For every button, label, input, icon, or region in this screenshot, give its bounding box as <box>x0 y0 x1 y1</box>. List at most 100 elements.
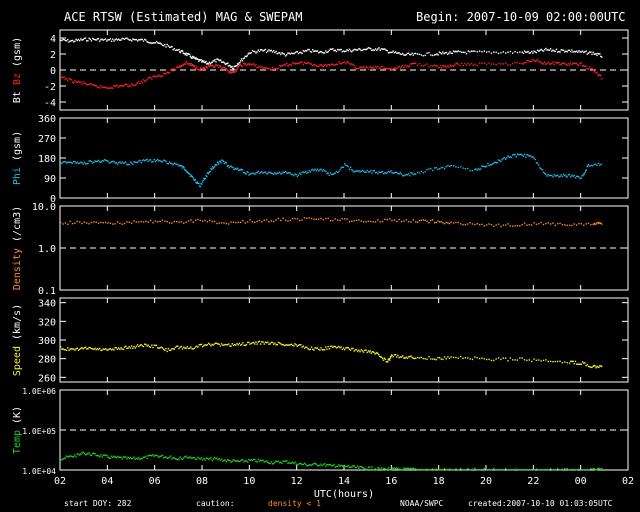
bz-point <box>237 67 239 69</box>
density-point <box>422 219 424 221</box>
phi-point <box>166 162 168 165</box>
bz-point <box>380 65 383 68</box>
bz-point <box>596 71 598 74</box>
bt-point <box>562 49 565 52</box>
temp-point <box>223 459 225 462</box>
speed-point <box>64 349 67 351</box>
bt-point <box>339 49 341 51</box>
bz-point <box>274 67 276 70</box>
speed-point <box>125 345 127 348</box>
density-point <box>384 218 386 221</box>
density-point <box>299 219 301 222</box>
speed-point <box>333 345 335 348</box>
bt-point <box>164 43 166 46</box>
phi-point <box>574 177 577 179</box>
bt-point <box>134 39 136 41</box>
phi-point <box>433 167 436 169</box>
speed-point <box>134 347 136 349</box>
temp-point <box>268 462 270 464</box>
temp-point <box>316 465 319 467</box>
phi-point <box>168 161 171 163</box>
temp-point <box>108 457 110 459</box>
speed-point <box>300 344 302 346</box>
temp-point <box>595 469 597 471</box>
bt-point <box>347 50 349 52</box>
phi-point <box>589 165 591 167</box>
phi-point <box>447 164 449 167</box>
phi-point <box>502 157 504 160</box>
density-point <box>351 220 353 223</box>
bz-point <box>450 65 452 67</box>
phi-point <box>387 170 390 173</box>
bt-point <box>594 53 596 55</box>
bt-point <box>598 53 600 55</box>
bt-point <box>546 49 548 51</box>
bt-point <box>585 50 587 52</box>
density-point <box>97 222 100 225</box>
speed-point <box>190 346 192 348</box>
bz-point <box>565 63 567 66</box>
density-point <box>341 217 344 220</box>
bz-point <box>561 62 564 64</box>
speed-point <box>91 348 94 350</box>
bz-point <box>162 72 165 75</box>
density-point <box>138 221 140 223</box>
speed-ytick-label: 280 <box>38 355 56 366</box>
temp-point <box>224 459 226 461</box>
bt-point <box>449 51 451 53</box>
bt-point <box>193 56 195 58</box>
phi-point <box>384 172 386 174</box>
temp-point <box>295 463 297 465</box>
density-point <box>263 219 265 222</box>
bt-point <box>286 54 288 56</box>
bz-point <box>339 62 341 64</box>
bz-point <box>290 64 293 66</box>
speed-point <box>426 358 428 361</box>
speed-point <box>345 347 347 349</box>
bz-point <box>373 68 375 70</box>
bt-point <box>351 50 353 53</box>
temp-point <box>200 457 203 459</box>
bz-point <box>230 72 233 74</box>
temp-point <box>467 467 469 470</box>
bz-point <box>268 67 270 70</box>
phi-point <box>295 173 297 176</box>
speed-point <box>366 351 368 354</box>
temp-point <box>231 460 233 462</box>
density-point <box>478 223 481 226</box>
phi-point <box>437 168 439 171</box>
speed-point <box>566 362 568 364</box>
temp-point <box>116 455 119 458</box>
bt-point <box>588 51 591 53</box>
temp-point <box>422 469 424 471</box>
temp-point <box>435 468 437 470</box>
temp-point <box>283 460 286 462</box>
phi-point <box>415 173 417 175</box>
bt-point <box>322 52 325 54</box>
speed-point <box>157 347 159 349</box>
speed-point <box>110 349 113 351</box>
temp-point <box>334 466 336 468</box>
bt-point <box>334 49 336 52</box>
bt-point <box>592 51 594 54</box>
xtick-label: 12 <box>291 476 303 487</box>
speed-point <box>319 349 321 351</box>
density-point <box>435 221 437 224</box>
bt-point <box>232 67 234 70</box>
xtick-label: 08 <box>196 476 208 487</box>
phi-point <box>475 168 477 170</box>
bt-point <box>404 54 406 56</box>
bt-point <box>474 50 476 52</box>
bz-point <box>397 66 399 68</box>
density-point <box>62 223 64 225</box>
phi-point <box>120 162 122 165</box>
temp-point <box>397 467 399 470</box>
temp-point <box>110 455 113 457</box>
phi-point <box>84 163 87 165</box>
temp-point <box>585 468 587 471</box>
phi-point <box>512 154 514 156</box>
bz-point <box>93 84 95 86</box>
phi-point <box>193 179 196 182</box>
bz-point <box>63 76 65 78</box>
xtick-label: 14 <box>338 476 350 487</box>
